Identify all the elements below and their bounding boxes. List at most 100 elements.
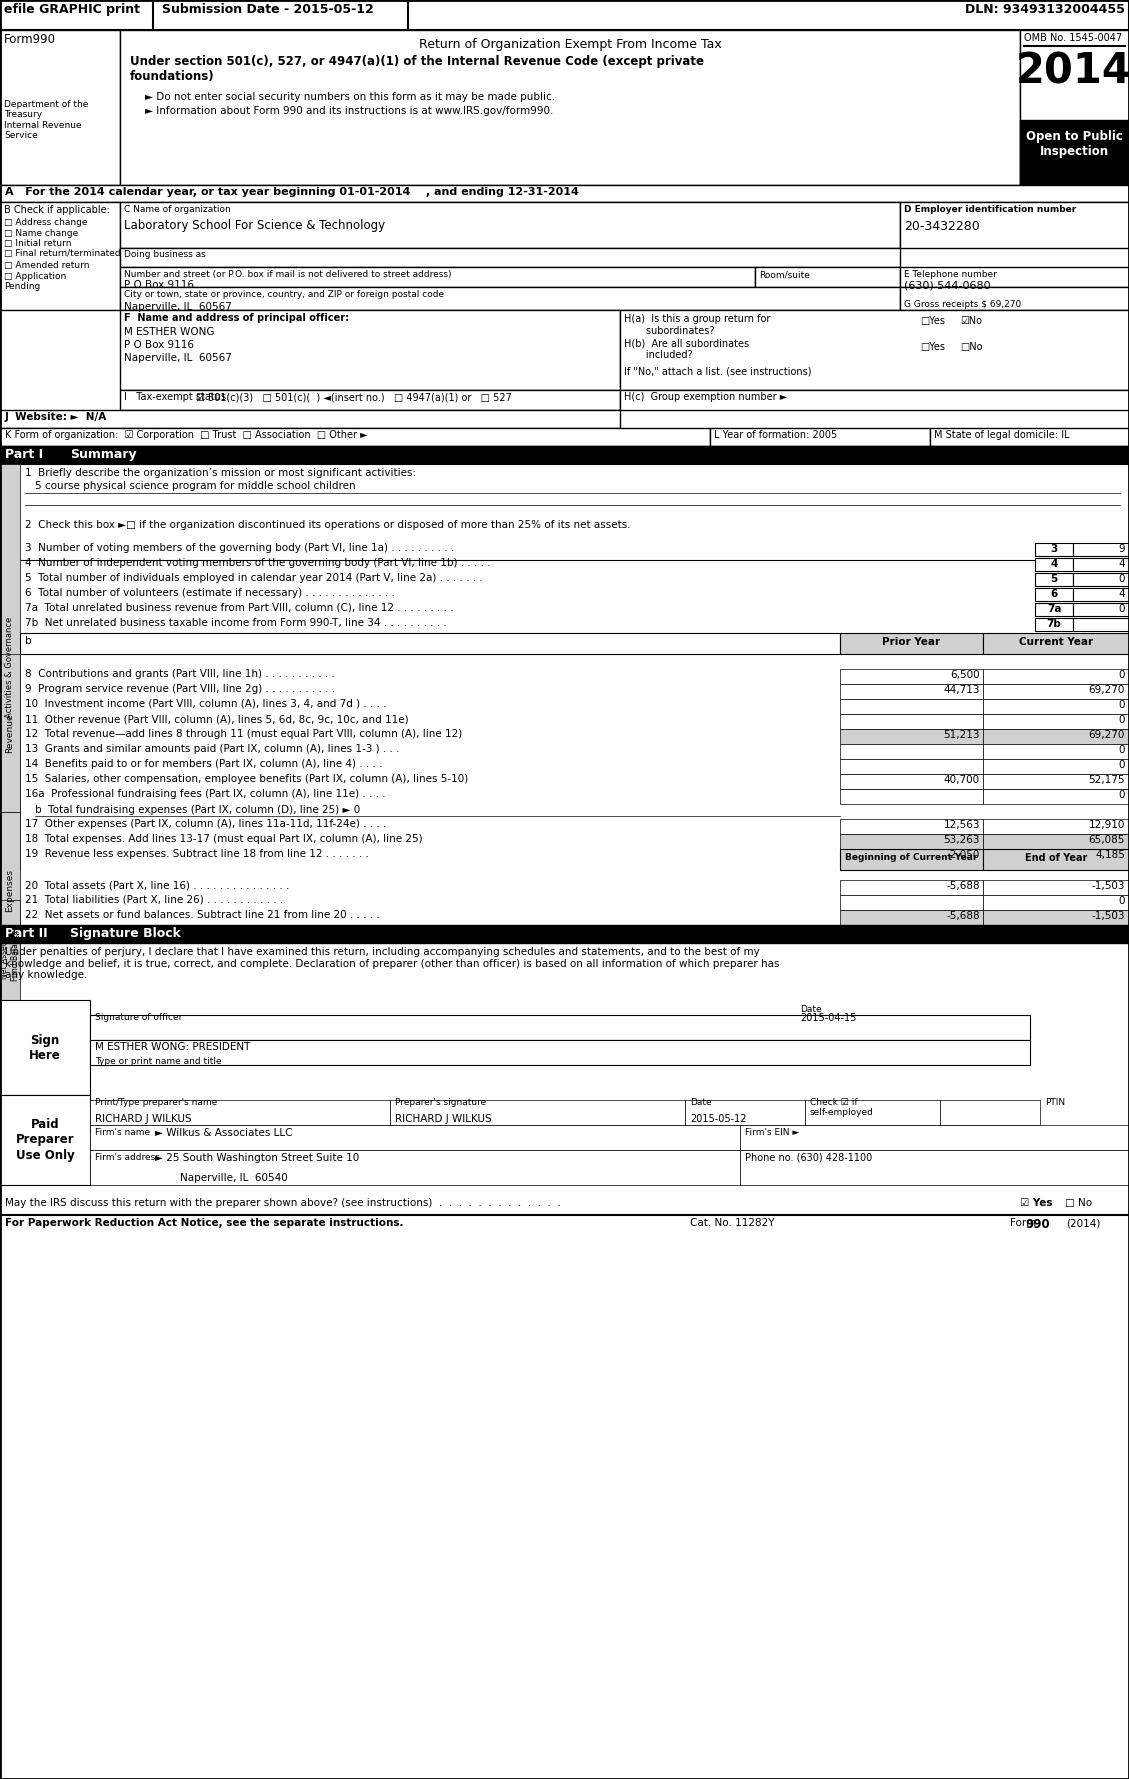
- Bar: [930, 429, 1129, 447]
- Text: 14  Benefits paid to or for members (Part IX, column (A), line 4) . . . .: 14 Benefits paid to or for members (Part…: [25, 760, 383, 769]
- Text: 7a: 7a: [1047, 605, 1061, 614]
- Text: Under penalties of perjury, I declare that I have examined this return, includin: Under penalties of perjury, I declare th…: [5, 946, 779, 980]
- Text: □Yes: □Yes: [920, 342, 945, 352]
- Bar: [0, 925, 1129, 943]
- Text: Summary: Summary: [70, 448, 137, 461]
- Text: 2  Check this box ►□ if the organization discontinued its operations or disposed: 2 Check this box ►□ if the organization …: [25, 519, 631, 530]
- Text: 69,270: 69,270: [1088, 685, 1124, 696]
- Text: 51,213: 51,213: [944, 729, 980, 740]
- Text: P O Box 9116: P O Box 9116: [124, 279, 194, 290]
- Text: ► Do not enter social security numbers on this form as it may be made public.: ► Do not enter social security numbers o…: [145, 93, 555, 101]
- Text: 20-3432280: 20-3432280: [904, 221, 980, 233]
- Bar: [840, 895, 983, 911]
- Bar: [120, 203, 900, 247]
- Text: 52,175: 52,175: [1088, 776, 1124, 785]
- Text: Part II: Part II: [5, 927, 47, 939]
- Text: If "No," attach a list. (see instructions): If "No," attach a list. (see instruction…: [624, 366, 812, 375]
- Text: May the IRS discuss this return with the preparer shown above? (see instructions: May the IRS discuss this return with the…: [5, 1197, 561, 1208]
- Bar: [0, 447, 1129, 464]
- Text: L Year of formation: 2005: L Year of formation: 2005: [714, 431, 838, 439]
- Text: M ESTHER WONG: M ESTHER WONG: [124, 327, 215, 336]
- Text: 6,500: 6,500: [951, 671, 980, 680]
- Bar: [739, 1149, 1129, 1185]
- Text: □ Application
Pending: □ Application Pending: [5, 272, 67, 292]
- Text: H(b)  Are all subordinates
       included?: H(b) Are all subordinates included?: [624, 338, 750, 359]
- Text: PTIN: PTIN: [1045, 1098, 1065, 1107]
- Text: 0: 0: [1119, 715, 1124, 726]
- Bar: [840, 729, 983, 744]
- Text: (630) 544-0680: (630) 544-0680: [904, 281, 990, 292]
- Bar: [1035, 543, 1073, 557]
- Text: 2015-04-15: 2015-04-15: [800, 1012, 857, 1023]
- Bar: [120, 310, 620, 390]
- Text: 8  Contributions and grants (Part VIII, line 1h) . . . . . . . . . . .: 8 Contributions and grants (Part VIII, l…: [25, 669, 335, 680]
- Text: 0: 0: [1119, 790, 1124, 801]
- Text: 40,700: 40,700: [944, 776, 980, 785]
- Text: Type or print name and title: Type or print name and title: [95, 1057, 221, 1066]
- Bar: [983, 911, 1129, 925]
- Text: 4: 4: [1119, 589, 1124, 600]
- Text: b  Total fundraising expenses (Part IX, column (D), line 25) ► 0: b Total fundraising expenses (Part IX, c…: [35, 806, 360, 815]
- Bar: [0, 429, 710, 447]
- Text: 11  Other revenue (Part VIII, column (A), lines 5, 6d, 8c, 9c, 10c, and 11e): 11 Other revenue (Part VIII, column (A),…: [25, 713, 409, 724]
- Text: Current Year: Current Year: [1019, 637, 1093, 648]
- Bar: [0, 1096, 90, 1185]
- Text: Check ☑ if
self-employed: Check ☑ if self-employed: [809, 1098, 874, 1117]
- Text: 12  Total revenue—add lines 8 through 11 (must equal Part VIII, column (A), line: 12 Total revenue—add lines 8 through 11 …: [25, 729, 462, 738]
- Bar: [20, 633, 840, 655]
- Text: 65,085: 65,085: [1088, 834, 1124, 845]
- Bar: [983, 729, 1129, 744]
- Text: 19  Revenue less expenses. Subtract line 18 from line 12 . . . . . . .: 19 Revenue less expenses. Subtract line …: [25, 849, 369, 859]
- Bar: [1035, 617, 1073, 632]
- Text: 0: 0: [1119, 605, 1124, 614]
- Text: City or town, state or province, country, and ZIP or foreign postal code: City or town, state or province, country…: [124, 290, 444, 299]
- Text: 4: 4: [1050, 559, 1058, 569]
- Bar: [983, 849, 1129, 865]
- Text: 20  Total assets (Part X, line 16) . . . . . . . . . . . . . . .: 20 Total assets (Part X, line 16) . . . …: [25, 881, 289, 890]
- Text: Phone no. (630) 428-1100: Phone no. (630) 428-1100: [745, 1153, 873, 1163]
- Bar: [1073, 603, 1129, 616]
- Bar: [90, 1099, 390, 1124]
- Text: □ Name change: □ Name change: [5, 229, 78, 238]
- Bar: [840, 834, 983, 849]
- Text: P O Box 9116: P O Box 9116: [124, 340, 194, 350]
- Text: H(c)  Group exemption number ►: H(c) Group exemption number ►: [624, 391, 787, 402]
- Text: 5: 5: [1050, 575, 1058, 584]
- Text: Laboratory School For Science & Technology: Laboratory School For Science & Technolo…: [124, 219, 385, 231]
- Text: ☑ 501(c)(3)   □ 501(c)(  ) ◄(insert no.)   □ 4947(a)(1) or   □ 527: ☑ 501(c)(3) □ 501(c)( ) ◄(insert no.) □ …: [196, 391, 511, 402]
- Text: 9: 9: [1119, 544, 1124, 553]
- Bar: [0, 464, 1129, 560]
- Bar: [0, 30, 120, 185]
- Text: □No: □No: [960, 342, 982, 352]
- Text: Signature of officer: Signature of officer: [95, 1012, 183, 1021]
- Text: -1,503: -1,503: [1092, 881, 1124, 891]
- Bar: [983, 774, 1129, 790]
- Text: 990: 990: [1025, 1219, 1050, 1231]
- Bar: [1019, 30, 1129, 185]
- Text: 69,270: 69,270: [1088, 729, 1124, 740]
- Text: A   For the 2014 calendar year, or tax year beginning 01-01-2014    , and ending: A For the 2014 calendar year, or tax yea…: [5, 187, 579, 197]
- Bar: [1019, 119, 1129, 185]
- Text: ☑No: ☑No: [960, 317, 982, 326]
- Bar: [983, 699, 1129, 713]
- Bar: [983, 683, 1129, 699]
- Bar: [805, 1099, 940, 1124]
- Bar: [120, 390, 620, 409]
- Bar: [755, 267, 900, 286]
- Text: Form: Form: [1010, 1219, 1036, 1228]
- Bar: [983, 818, 1129, 834]
- Bar: [983, 849, 1129, 870]
- Bar: [0, 203, 120, 310]
- Text: Form990: Form990: [5, 34, 56, 46]
- Bar: [120, 267, 755, 286]
- Bar: [983, 669, 1129, 683]
- Text: Firm's address: Firm's address: [95, 1153, 160, 1162]
- Text: 4  Number of independent voting members of the governing body (Part VI, line 1b): 4 Number of independent voting members o…: [25, 559, 491, 568]
- Text: 6  Total number of volunteers (estimate if necessary) . . . . . . . . . . . . . : 6 Total number of volunteers (estimate i…: [25, 589, 395, 598]
- Text: 16a  Professional fundraising fees (Part IX, column (A), line 11e) . . . .: 16a Professional fundraising fees (Part …: [25, 790, 386, 799]
- Text: ☑ Yes: ☑ Yes: [1019, 1197, 1052, 1208]
- Text: 7a  Total unrelated business revenue from Part VIII, column (C), line 12 . . . .: 7a Total unrelated business revenue from…: [25, 603, 454, 614]
- Text: □ No: □ No: [1065, 1197, 1092, 1208]
- Text: 15  Salaries, other compensation, employee benefits (Part IX, column (A), lines : 15 Salaries, other compensation, employe…: [25, 774, 469, 785]
- Bar: [390, 1099, 685, 1124]
